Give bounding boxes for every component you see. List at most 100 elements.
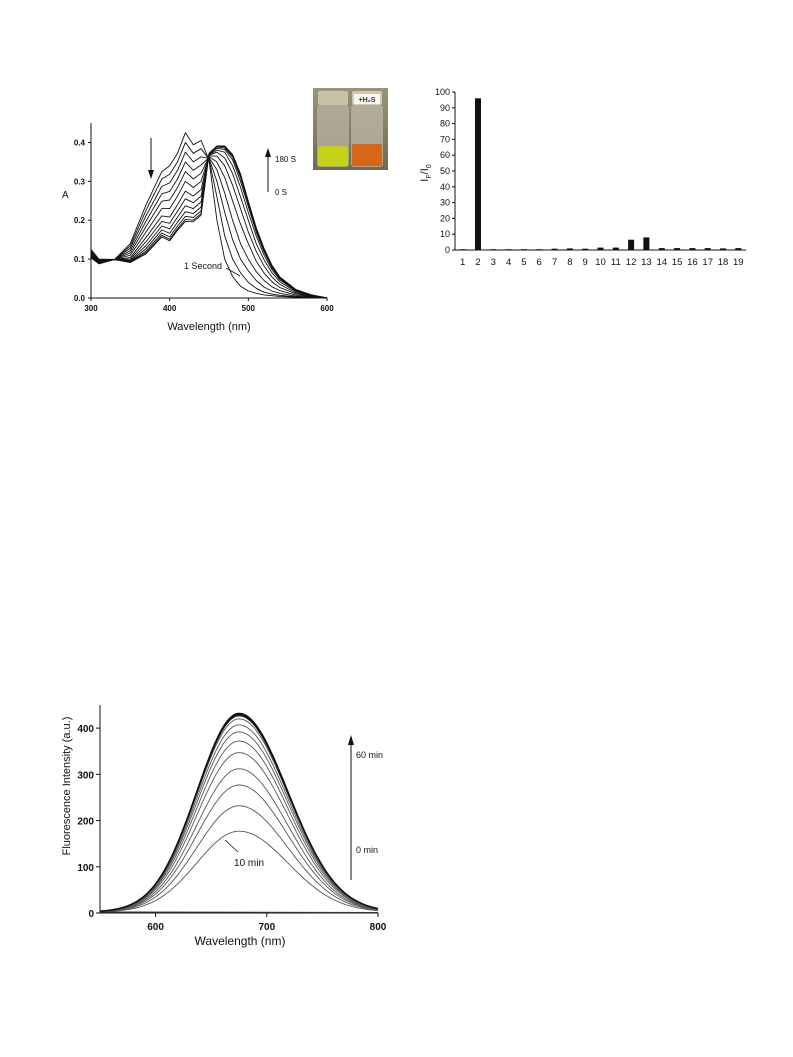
fluorescence-curve-9 [99, 718, 379, 912]
fluorescence-increase-arrow-head-icon [348, 735, 354, 745]
fluorescence-x-axis-label: Wavelength (nm) [195, 934, 286, 948]
bar-category-label: 13 [641, 257, 652, 268]
bar-2 [475, 98, 481, 250]
fluorescence-curve-11 [99, 713, 379, 912]
bar-y-tick-label: 80 [440, 119, 450, 129]
time-label-60min: 60 min [356, 750, 383, 760]
fluorescence-curve-5 [99, 752, 379, 912]
absorbance-axes [88, 123, 328, 301]
absorbance-curve-2 [90, 141, 328, 299]
bar-y-tick-label: 90 [440, 103, 450, 113]
bar-category-label: 8 [567, 257, 572, 268]
fluorescence-series [99, 712, 379, 914]
bar-category-label: 5 [521, 257, 526, 268]
absorbance-curve-7 [90, 151, 328, 299]
absorbance-curve-4 [90, 157, 328, 299]
absorbance-y-tick-label: 0.1 [74, 255, 86, 264]
bar-category-label: 16 [687, 257, 698, 268]
absorbance-curve-3 [90, 151, 328, 299]
fluorescence-y-axis-label: Fluorescence Intensity (a.u.) [61, 717, 73, 856]
absorbance-curve-13 [90, 145, 328, 299]
absorbance-x-tick-label: 400 [163, 304, 177, 313]
fluorescence-y-tick-label: 200 [77, 817, 94, 828]
bar-5 [520, 249, 527, 250]
bar-16 [689, 248, 696, 250]
left-vial-liquid [318, 146, 348, 166]
absorbance-y-axis-label: A [62, 190, 69, 201]
bar-category-label: 18 [718, 257, 729, 268]
absorbance-x-axis-label: Wavelength (nm) [167, 321, 250, 333]
bar-18 [720, 248, 726, 250]
bar-17 [704, 248, 711, 250]
absorbance-series [90, 132, 328, 299]
absorbance-y-tick-label: 0.0 [74, 294, 86, 303]
bar-14 [658, 248, 665, 250]
fluorescence-curve-4 [99, 768, 379, 912]
time-label-0min: 0 min [356, 845, 378, 855]
fluorescence-x-tick-label: 800 [370, 922, 387, 933]
fluorescence-curve-2 [99, 805, 379, 913]
bar-category-label: 17 [702, 257, 713, 268]
first-curve-label: 1 Second [184, 261, 222, 271]
bar-6 [536, 249, 543, 250]
fluorescence-y-tick-label: 0 [88, 909, 94, 920]
vial-photo-drawing: +H₂S [313, 88, 388, 170]
time-label-180s: 180 S [275, 155, 296, 164]
absorbance-curve-5 [90, 156, 328, 299]
absorbance-y-tick-label: 0.4 [74, 138, 86, 147]
bar-category-label: 3 [491, 257, 496, 268]
vial-label: +H₂S [359, 97, 376, 104]
bar-10 [597, 247, 604, 250]
fluorescence-tick-labels: 600 700 800 0 100 200 300 400 [77, 724, 386, 933]
absorbance-tick-labels: 300 400 500 600 0.0 0.1 0.2 0.3 0.4 [74, 138, 334, 313]
bar-y-tick-label: 40 [440, 182, 450, 192]
bar-y-tick-label: 60 [440, 150, 450, 160]
bar-7 [551, 248, 558, 250]
bar-category-label: 4 [506, 257, 511, 268]
fluorescence-first-curve-label: 10 min [234, 858, 264, 869]
fluorescence-curve-12 [99, 712, 379, 912]
bar-19 [735, 248, 742, 250]
absorbance-y-tick-label: 0.3 [74, 177, 86, 186]
bar-y-tick-label: 50 [440, 166, 450, 176]
absorbance-curve-8 [90, 149, 328, 299]
absorbance-x-tick-label: 300 [84, 304, 98, 313]
bar-15 [674, 248, 681, 250]
decrease-arrow-head-icon [148, 170, 154, 179]
right-vial-liquid [352, 144, 382, 166]
left-vial-cap [318, 91, 348, 105]
fluorescence-y-tick-label: 400 [77, 724, 94, 735]
bar-series [459, 98, 742, 250]
bar-1 [459, 249, 466, 250]
bar-y-axis-label: IF/I0 [419, 164, 433, 181]
bar-8 [566, 248, 573, 250]
absorbance-x-tick-label: 600 [320, 304, 334, 313]
bar-category-label: 7 [552, 257, 557, 268]
bar-y-tick-label: 30 [440, 198, 450, 208]
bar-category-label: 15 [672, 257, 683, 268]
bar-13 [643, 237, 650, 250]
vial-photo: +H₂S [313, 88, 388, 170]
fluorescence-x-tick-label: 600 [147, 922, 164, 933]
bar-y-tick-label: 100 [435, 87, 450, 97]
first-curve-pointer [225, 267, 241, 277]
bar-y-tick-label: 10 [440, 229, 450, 239]
fluorescence-x-tick-label: 700 [258, 922, 275, 933]
bar-9 [582, 248, 589, 250]
bar-y-tick-label: 20 [440, 213, 450, 223]
fluorescence-curve-1 [99, 830, 379, 913]
absorbance-curve-6 [90, 155, 328, 299]
bar-category-label: 12 [626, 257, 637, 268]
bar-category-label: 11 [611, 257, 621, 268]
time-label-0s: 0 S [275, 188, 287, 197]
bar-3 [490, 249, 497, 250]
fluorescence-y-tick-label: 100 [77, 863, 94, 874]
bar-category-label: 19 [733, 257, 744, 268]
fluorescence-first-curve-pointer [224, 839, 239, 853]
absorbance-x-tick-label: 500 [242, 304, 256, 313]
absorbance-curve-9 [90, 147, 328, 299]
